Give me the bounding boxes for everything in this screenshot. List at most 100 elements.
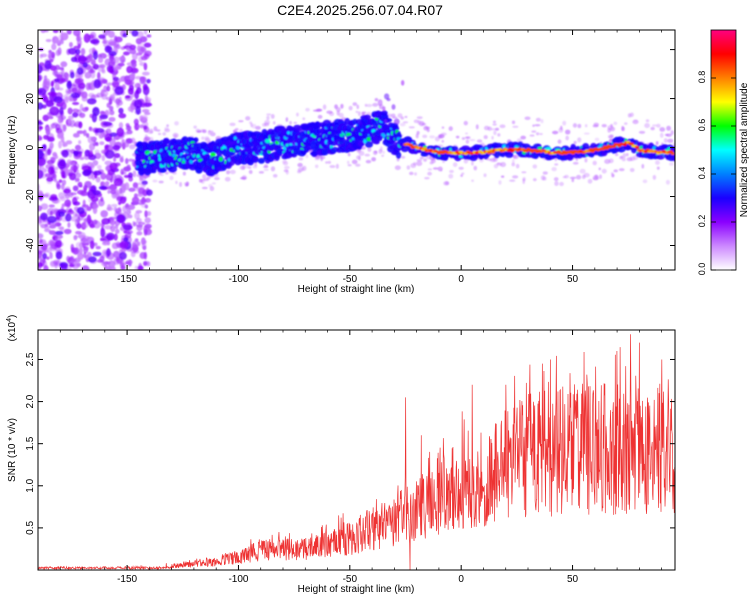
spectrogram-cell — [239, 129, 243, 132]
spectrogram-cell — [87, 136, 95, 144]
spectrogram-cell — [100, 196, 104, 202]
spectrogram-cell — [100, 227, 106, 238]
spectrogram-cell — [107, 186, 111, 190]
spectrogram-cell — [136, 87, 142, 95]
spectrogram-cell — [47, 53, 52, 60]
spectrogram-cell — [201, 186, 208, 190]
spectrogram-cell — [625, 153, 629, 157]
spectrogram-cell — [54, 78, 60, 83]
spectrogram-cell — [61, 182, 65, 190]
snr-xlabel: Height of straight line (km) — [298, 584, 415, 595]
spectrogram-cell — [532, 178, 537, 182]
spectrogram-cell — [645, 119, 650, 123]
spectrogram-cell — [539, 132, 543, 136]
spectrogram-cell — [49, 252, 53, 260]
spectrogram-cell — [515, 163, 520, 169]
spectrogram-cell — [174, 121, 179, 126]
spectrogram-cell — [212, 182, 216, 185]
spectrogram-cell — [347, 164, 352, 167]
spectrogram-cell — [609, 134, 614, 137]
spectrogram-cell — [104, 149, 115, 159]
spectrogram-cell — [165, 171, 169, 175]
spectrogram-cell — [152, 179, 158, 183]
spectrogram-cell — [124, 79, 133, 85]
spectrogram-cell — [201, 136, 205, 140]
spectrogram-heatmap — [38, 30, 675, 270]
spectrogram-cell — [157, 132, 162, 136]
spectrogram-cell — [81, 238, 90, 244]
spectrogram-cell — [521, 171, 527, 174]
spectrogram-cell — [38, 250, 43, 255]
spectrogram-cell — [573, 140, 577, 145]
spectrogram-cell — [47, 166, 55, 175]
spectrogram-cell — [670, 130, 674, 135]
spectrogram-cell — [252, 165, 258, 169]
spectrogram-cell — [48, 196, 59, 201]
spectrogram-cell — [272, 173, 278, 178]
spectrogram-cell — [340, 103, 344, 109]
spectrogram-cell — [122, 224, 133, 231]
spectrogram-cell — [86, 214, 92, 225]
spectrogram-cell — [59, 30, 64, 35]
spectrogram-cell — [571, 178, 575, 183]
spectrogram-cell — [113, 44, 121, 50]
spectrogram-cell — [98, 57, 104, 63]
spectrogram-cell — [76, 189, 85, 195]
spectrogram-cell — [142, 102, 153, 107]
spectrogram-cell — [118, 107, 124, 114]
spectrogram-panel: -150 -100 -50 0 50 -40 -20 0 20 40 Height of stra… — [7, 29, 676, 295]
spectrogram-cell — [71, 162, 75, 166]
spectrogram-cell — [107, 108, 112, 116]
spectrogram-cell — [441, 139, 445, 143]
spectrogram-cell — [106, 204, 112, 211]
spectrogram-cell — [113, 206, 118, 212]
x-tick-label: 50 — [567, 574, 579, 585]
spectrogram-cell — [66, 159, 72, 166]
spectrogram-cell — [384, 119, 388, 123]
spectrogram-cell — [95, 141, 99, 146]
spectrogram-cell — [137, 182, 143, 186]
spectrogram-cell — [55, 230, 64, 235]
y-tick-label: -40 — [25, 238, 36, 253]
spectrogram-cell — [113, 64, 119, 72]
spectrogram-cell — [136, 186, 142, 190]
spectrogram-cell — [395, 133, 403, 139]
spectrogram-cell — [96, 259, 104, 263]
spectrogram-cell — [105, 128, 112, 136]
spectrogram-cell — [416, 130, 420, 135]
spectrogram-cell — [53, 259, 60, 266]
spectrogram-cell — [67, 47, 78, 55]
spectrogram-cell — [116, 127, 125, 138]
spectrogram-cell — [46, 148, 52, 156]
spectrogram-cell — [352, 102, 358, 106]
spectrogram-cell — [413, 119, 419, 124]
spectrogram-cell — [81, 265, 90, 270]
spectrogram-cell — [46, 215, 57, 224]
spectrogram-cell — [110, 189, 117, 195]
spectrogram-cell — [68, 263, 75, 268]
spectrogram-cell — [92, 170, 103, 176]
spectrogram-cell — [414, 172, 417, 176]
spectrogram-cell — [81, 91, 88, 99]
spectrogram-cell — [129, 247, 138, 254]
spectrogram-cell — [143, 30, 148, 35]
spectrogram-cell — [110, 57, 116, 65]
spectrogram-cell — [105, 173, 114, 181]
spectrogram-cell — [298, 157, 304, 161]
spectrogram-cell — [355, 110, 359, 114]
spectrogram-cell — [667, 138, 674, 143]
spectrogram-cell — [99, 114, 108, 120]
snr-scale-label: (x104) — [6, 315, 18, 342]
spectrogram-cell — [57, 116, 62, 124]
spectrogram-cell — [335, 163, 339, 169]
spectrogram-cell — [79, 247, 83, 255]
spectrogram-cell — [562, 120, 567, 126]
spectrogram-cell — [56, 73, 63, 80]
spectrogram-cell — [66, 80, 72, 90]
spectrogram-cell — [72, 81, 79, 87]
spectrogram-cell — [512, 175, 519, 179]
spectrogram-cell — [113, 258, 117, 262]
spectrogram-cell — [119, 157, 124, 163]
x-tick-label: 50 — [567, 274, 579, 285]
spectrogram-cell — [229, 169, 236, 175]
